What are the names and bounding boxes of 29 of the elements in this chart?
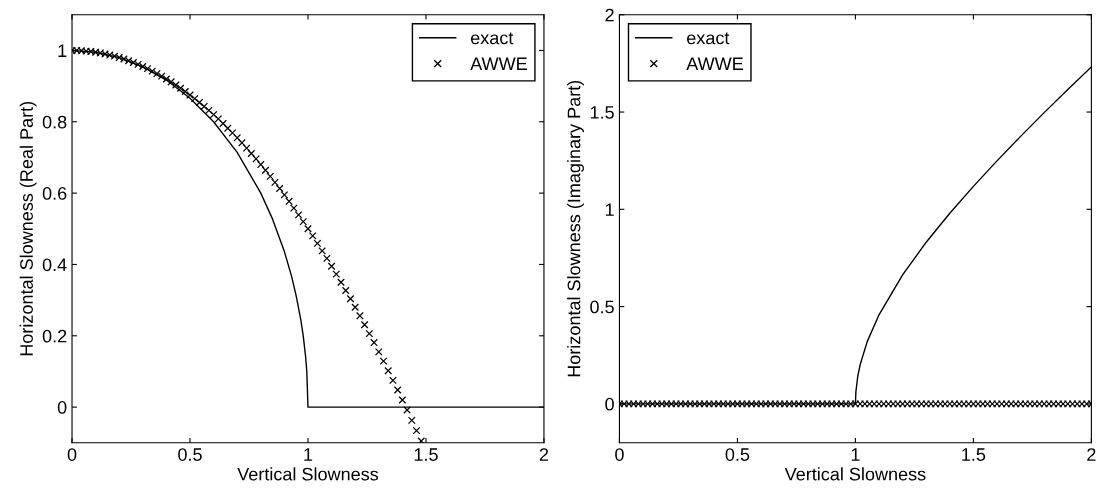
x-tick-label: 1 (851, 448, 860, 461)
y-tick-label: 0.2 (42, 329, 67, 343)
y-tick-label: 0 (605, 397, 614, 411)
y-axis-title: Horizontal Slowness (Imaginary Part) (567, 80, 584, 377)
y-tick-label: 1.5 (590, 106, 614, 119)
y-tick-label: 1 (605, 203, 614, 216)
legend-label: AWWE (686, 57, 743, 70)
legend-label: AWWE (470, 57, 527, 70)
x-tick-label: 2 (1087, 448, 1096, 461)
y-tick-label: 0.6 (42, 187, 67, 200)
y-tick-label: 2 (605, 8, 614, 22)
x-tick-label: 2 (539, 448, 549, 461)
legend-label: exact (687, 32, 730, 45)
y-tick-label: 0.5 (590, 300, 614, 314)
x-axis-title: Vertical Slowness (237, 467, 379, 481)
x-tick-label: 0.5 (178, 448, 202, 461)
x-tick-label: 1 (304, 448, 313, 461)
y-tick-label: 0.8 (42, 115, 67, 129)
x-tick-label: 0.5 (725, 448, 750, 461)
x-tick-label: 0 (67, 448, 77, 461)
y-tick-label: 0.4 (42, 258, 67, 272)
x-tick-label: 1.5 (962, 448, 986, 461)
x-tick-label: 1.5 (414, 448, 438, 461)
x-tick-label: 0 (615, 448, 624, 461)
x-axis-title: Vertical Slowness (784, 467, 926, 481)
y-axis-title: Horizontal Slowness (Real Part) (19, 101, 37, 356)
legend-label: exact (470, 32, 514, 45)
y-tick-label: 0 (57, 401, 67, 414)
y-tick-label: 1 (58, 44, 67, 57)
